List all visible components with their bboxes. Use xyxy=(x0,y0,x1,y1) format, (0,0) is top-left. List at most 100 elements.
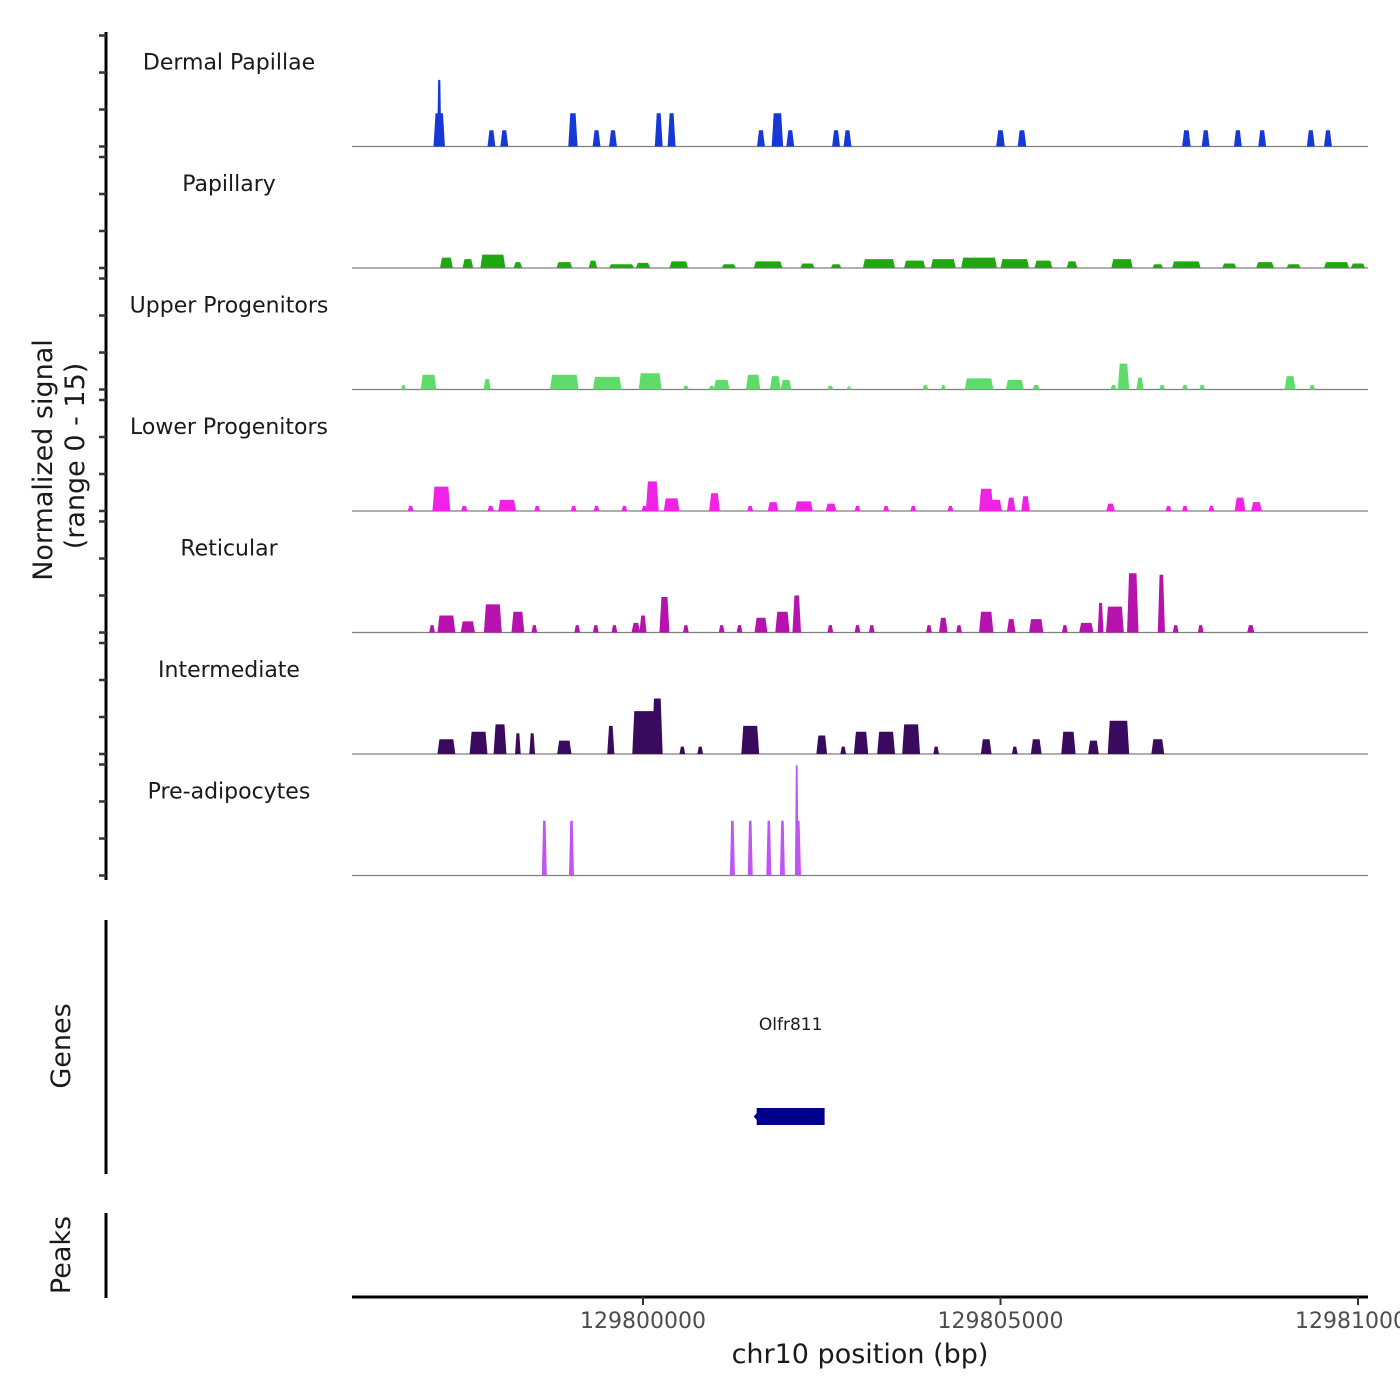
signal-peak xyxy=(570,505,577,511)
signal-peak xyxy=(1208,505,1215,511)
signal-peak xyxy=(769,376,781,390)
signal-peak xyxy=(1111,259,1133,268)
signal-peak xyxy=(1159,385,1165,390)
signal-peak xyxy=(792,595,802,633)
signal-peak xyxy=(979,611,994,633)
y-axis-title-line1: Normalized signal xyxy=(28,339,59,581)
y-axis-title-line2: (range 0 - 15) xyxy=(60,363,91,550)
signal-peak xyxy=(1182,505,1188,511)
signal-peak xyxy=(592,625,599,633)
signal-peak xyxy=(939,617,948,633)
signal-peak xyxy=(741,725,760,754)
signal-peak xyxy=(669,261,689,268)
signal-peak xyxy=(1247,625,1255,633)
signal-peak xyxy=(498,499,517,511)
y-axis-title: Normalized signal (range 0 - 15) xyxy=(28,339,91,581)
signal-peak xyxy=(631,622,641,633)
track-label: Reticular xyxy=(180,537,278,562)
signal-peak xyxy=(641,505,648,511)
signal-peak xyxy=(757,130,765,147)
signal-peak xyxy=(654,113,663,147)
signal-peak xyxy=(645,481,659,511)
signal-peak xyxy=(827,385,834,390)
signal-peak xyxy=(753,261,783,268)
peaks-panel-label: Peaks xyxy=(46,1216,77,1294)
signal-peak xyxy=(1029,619,1044,633)
signal-peak xyxy=(922,385,929,390)
signal-peak xyxy=(1309,385,1316,390)
signal-peak xyxy=(483,604,502,633)
signal-peak xyxy=(461,505,468,511)
signal-peak xyxy=(1251,502,1262,511)
signal-peak xyxy=(568,820,575,876)
signal-peak xyxy=(926,625,932,633)
signal-tracks: Dermal Papillae Papillary Upper Progenitor… xyxy=(130,51,1368,877)
signal-peak xyxy=(1256,262,1274,268)
signal-peak xyxy=(933,746,940,754)
signal-peak xyxy=(1157,574,1165,633)
signal-peak xyxy=(713,379,730,390)
signal-peak xyxy=(556,262,573,268)
signal-peak xyxy=(487,505,494,511)
gene-body xyxy=(756,1108,825,1125)
signal-peak xyxy=(1197,625,1204,633)
signal-peak xyxy=(877,731,896,754)
signal-peak xyxy=(1107,720,1130,754)
signal-peak xyxy=(708,385,715,390)
signal-peak xyxy=(638,373,662,390)
signal-peak xyxy=(961,257,997,268)
signal-peak xyxy=(1258,130,1267,147)
signal-peak xyxy=(1061,625,1068,633)
signal-peak xyxy=(557,740,572,754)
signal-peak xyxy=(754,617,768,633)
x-tick-label: 129810000 xyxy=(1295,1309,1400,1334)
signal-peak xyxy=(659,596,670,633)
track-label: Lower Progenitors xyxy=(130,415,328,440)
signal-peak xyxy=(718,625,725,633)
signal-peak xyxy=(1006,497,1016,511)
signal-peak xyxy=(639,615,647,633)
signal-peak xyxy=(1127,573,1139,633)
signal-peak xyxy=(679,746,686,754)
track-intermediate: Intermediate xyxy=(158,658,1368,755)
signal-peak xyxy=(1066,261,1078,268)
signal-peak xyxy=(1172,625,1179,633)
signal-peak xyxy=(609,130,617,147)
signal-peak xyxy=(709,493,720,511)
signal-peak xyxy=(667,113,676,147)
track-label: Papillary xyxy=(182,172,276,197)
signal-peak xyxy=(1306,130,1315,147)
signal-peak xyxy=(941,385,946,390)
signal-peak xyxy=(1136,377,1144,390)
signal-peak xyxy=(1030,739,1042,754)
signal-peak xyxy=(729,820,735,876)
track-upper-progenitors: Upper Progenitors xyxy=(130,294,1368,391)
signal-peak xyxy=(462,259,474,268)
signal-peak xyxy=(1201,130,1210,147)
signal-peak xyxy=(1034,260,1053,268)
signal-peak xyxy=(843,130,852,147)
signal-peak xyxy=(480,254,506,268)
signal-peak xyxy=(1324,130,1332,147)
signal-peak xyxy=(1061,731,1076,754)
signal-peak xyxy=(683,385,689,390)
signal-peak xyxy=(1021,496,1030,511)
signal-peak xyxy=(1017,130,1027,147)
signal-peak xyxy=(651,698,663,754)
genes-track: Olfr811 xyxy=(753,1015,825,1125)
signal-peak xyxy=(996,130,1005,147)
x-axis-title: chr10 position (bp) xyxy=(732,1339,989,1370)
track-label: Pre-adipocytes xyxy=(148,780,311,805)
signal-peak xyxy=(800,263,815,268)
signal-peak xyxy=(766,820,772,876)
signal-peak xyxy=(592,376,622,390)
signal-peak xyxy=(1011,746,1018,754)
signal-peak xyxy=(1079,622,1094,633)
signal-peak xyxy=(588,260,598,268)
signal-peak xyxy=(1110,385,1117,390)
signal-peak xyxy=(541,820,547,876)
signal-peak xyxy=(980,739,992,754)
signal-peak xyxy=(780,379,792,390)
signal-peak xyxy=(947,505,954,511)
